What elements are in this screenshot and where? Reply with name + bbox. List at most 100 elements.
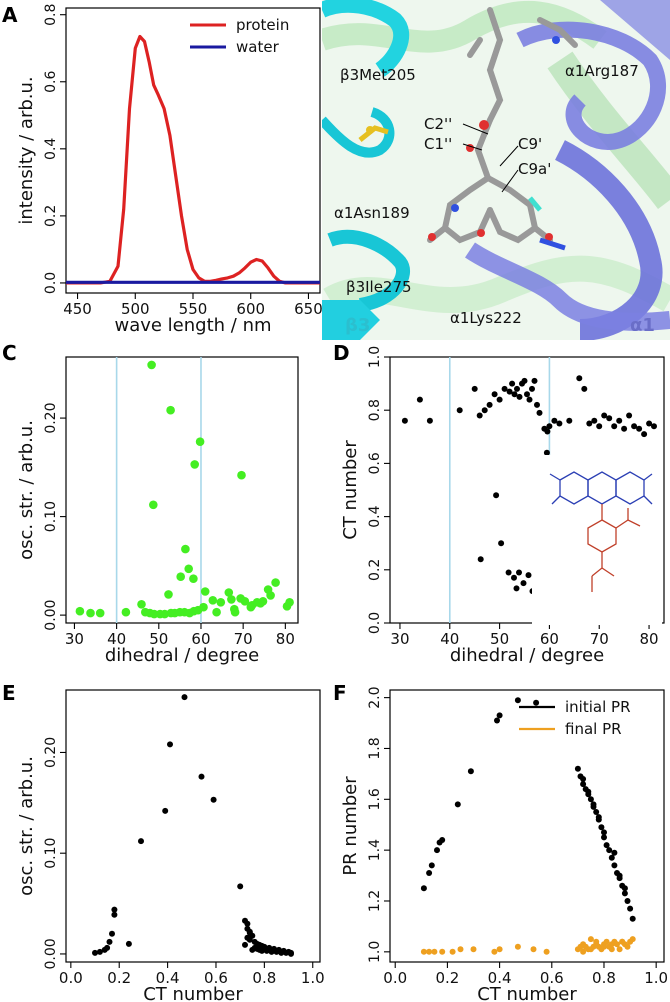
data-point <box>629 936 636 943</box>
data-point <box>246 602 256 612</box>
data-point <box>551 417 558 424</box>
data-point <box>580 948 587 955</box>
y-tick-label: 1.0 <box>367 941 383 963</box>
y-tick-label: 0.10 <box>43 501 59 532</box>
data-point <box>184 564 193 574</box>
data-point <box>75 606 85 616</box>
y-tick-label: 0.00 <box>43 938 59 969</box>
data-point <box>216 598 226 607</box>
chart-osc-vs-dihedral: 30 40 50 60 70 80 0.00 0.10 0.20 dihedral / degre… <box>16 356 299 666</box>
data-point <box>434 847 440 854</box>
data-point <box>263 947 270 954</box>
data-point <box>601 829 607 836</box>
data-point <box>603 938 610 945</box>
data-point <box>621 890 628 897</box>
plot-frame <box>389 356 665 624</box>
x-axis-label: CT number <box>477 984 577 1002</box>
data-point <box>543 948 550 955</box>
data-point <box>505 569 512 576</box>
x-tick-label: 500 <box>121 300 150 318</box>
y-tick-label: 0.00 <box>43 600 59 631</box>
data-point <box>576 375 583 382</box>
data-point <box>176 572 185 581</box>
data-point <box>471 385 478 392</box>
data-point <box>266 591 275 600</box>
x-tick-label: 30 <box>390 630 409 648</box>
y-tick-label: 1.0 <box>367 346 383 368</box>
data-point <box>236 594 245 603</box>
data-point <box>587 796 594 803</box>
x-tick-label: 50 <box>490 630 509 648</box>
label-b3met205: β3Met205 <box>340 66 416 84</box>
data-point <box>593 809 600 815</box>
data-point <box>138 838 144 845</box>
data-point <box>608 946 615 953</box>
data-point <box>237 470 246 480</box>
data-point <box>190 460 199 469</box>
data-point <box>198 773 205 780</box>
y-axis-label: osc. str. / arb.u. <box>16 756 37 896</box>
y-tick-label: 0.2 <box>367 559 383 581</box>
data-point <box>566 417 573 424</box>
data-point <box>477 556 484 563</box>
y-tick-label: 0.8 <box>367 399 383 421</box>
x-tick-label: 30 <box>65 630 84 648</box>
data-point <box>624 898 631 904</box>
label-a1arg187: α1Arg187 <box>565 62 639 80</box>
chart-spectra: 450 500 550 600 650 0.0 0.2 0.4 0.6 0.8 wave lengt… <box>16 4 323 336</box>
data-point <box>288 950 294 957</box>
x-tick-label: 60 <box>191 630 210 648</box>
data-point <box>167 741 173 748</box>
data-point <box>546 423 553 430</box>
label-alpha1-chain: α1 <box>630 315 655 336</box>
data-point <box>511 574 517 581</box>
data-point <box>521 377 528 384</box>
x-tick-label: 0.0 <box>383 969 407 987</box>
data-point <box>95 608 105 618</box>
data-point <box>616 946 623 953</box>
panel-letter-f: F <box>333 681 347 705</box>
data-point <box>195 437 205 447</box>
x-tick-label: 1.0 <box>301 969 325 987</box>
x-axis-label: CT number <box>143 984 243 1002</box>
data-point <box>514 943 521 950</box>
data-point <box>106 938 113 945</box>
data-point <box>581 385 588 392</box>
data-point <box>162 807 169 814</box>
data-point <box>587 946 594 953</box>
x-tick-label: 70 <box>590 630 609 648</box>
data-point <box>627 905 634 912</box>
data-point <box>611 423 618 430</box>
data-point <box>574 765 581 772</box>
x-tick-label: 600 <box>236 300 265 318</box>
x-tick-label: 0.0 <box>59 969 83 987</box>
data-point <box>96 948 103 955</box>
data-point <box>496 396 503 403</box>
y-tick-label: 0.0 <box>43 272 59 294</box>
data-point <box>491 948 498 955</box>
data-point <box>646 420 653 427</box>
y-tick-label: 0.20 <box>43 737 59 768</box>
data-point <box>104 944 111 951</box>
x-tick-label: 40 <box>107 630 126 648</box>
label-c2pp: C2'' <box>424 115 452 133</box>
fluorescein-structure-inset <box>532 455 662 625</box>
data-point <box>601 834 607 841</box>
x-tick-label: 450 <box>63 300 92 318</box>
y-tick-label: 1.2 <box>367 890 383 912</box>
data-point <box>534 401 540 408</box>
data-point <box>149 609 159 619</box>
y-axis-label: PR number <box>340 776 361 876</box>
data-point <box>268 948 275 955</box>
data-point <box>230 607 240 617</box>
data-point <box>439 948 446 955</box>
data-point <box>636 425 643 432</box>
data-point <box>595 814 602 821</box>
data-point <box>629 915 636 922</box>
data-point <box>242 941 248 948</box>
data-point <box>624 943 631 950</box>
data-point <box>514 697 521 704</box>
data-point <box>590 801 597 808</box>
data-point <box>416 396 423 403</box>
